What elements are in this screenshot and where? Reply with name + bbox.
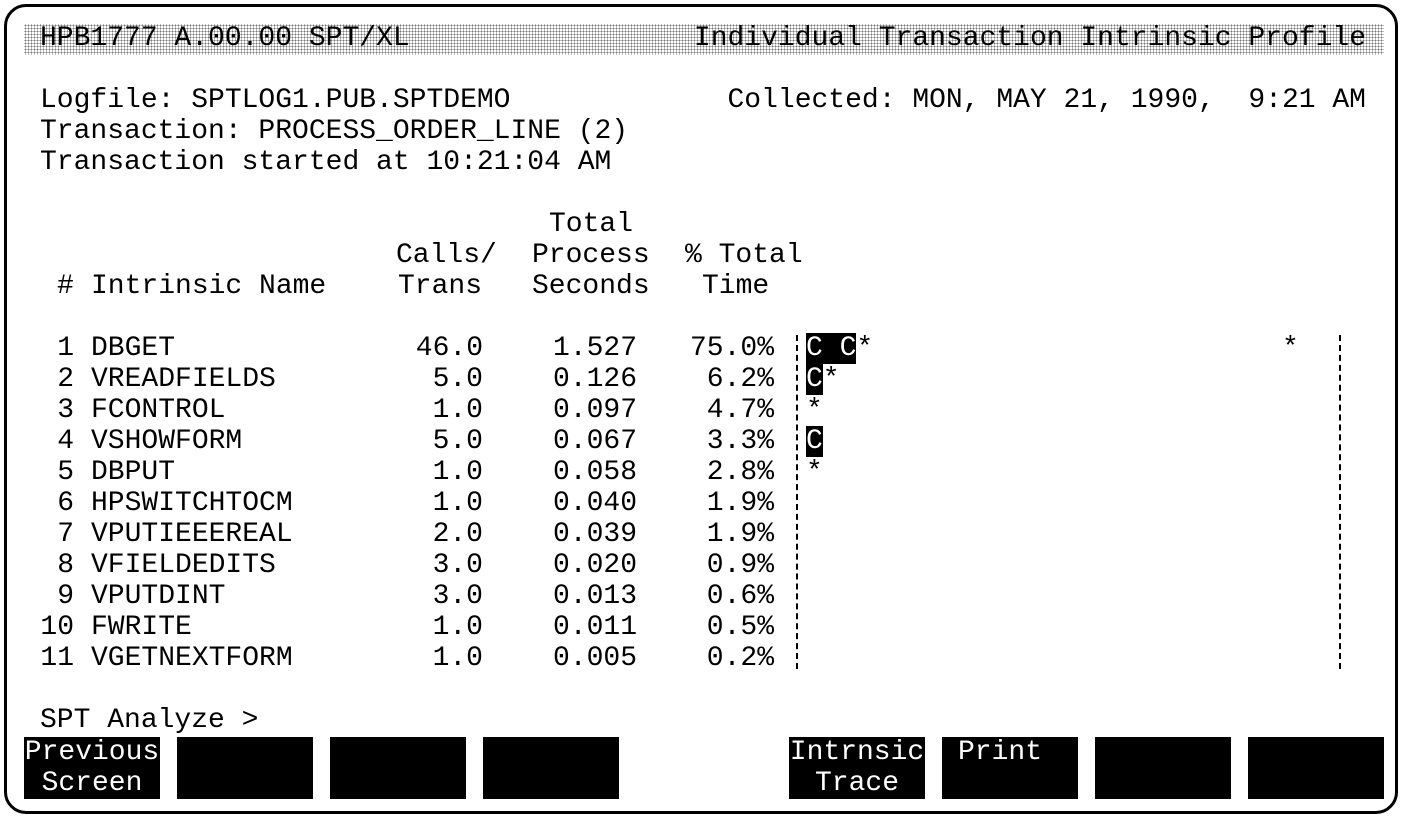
- graph-bar: C C: [806, 333, 857, 364]
- percent-time: 2.8%: [706, 457, 774, 488]
- calls-per-trans: 3.0: [432, 550, 483, 581]
- row-number: 5: [57, 457, 74, 488]
- calls-per-trans: 5.0: [432, 426, 483, 457]
- softkey[interactable]: [330, 737, 466, 799]
- graph-axis: [1339, 335, 1341, 669]
- softkey-label: Intrnsic: [789, 737, 925, 768]
- process-seconds: 0.067: [552, 426, 637, 457]
- col-header: Total: [549, 209, 634, 240]
- system-id: HPB1777 A.00.00 SPT/XL: [40, 23, 410, 54]
- percent-time: 0.6%: [706, 581, 774, 612]
- intrinsic-name: DBGET: [91, 333, 176, 364]
- process-seconds: 0.097: [552, 395, 637, 426]
- percent-time: 0.2%: [706, 643, 774, 674]
- row-number: 4: [57, 426, 74, 457]
- row-number: 7: [57, 519, 74, 550]
- softkey-label: Print: [958, 737, 1043, 768]
- process-seconds: 0.040: [552, 488, 637, 519]
- row-number: 9: [57, 581, 74, 612]
- graph-axis: [796, 335, 798, 669]
- calls-per-trans: 46.0: [415, 333, 483, 364]
- softkey[interactable]: [177, 737, 313, 799]
- process-seconds: 0.058: [552, 457, 637, 488]
- percent-time: 75.0%: [689, 333, 774, 364]
- screen-title: Individual Transaction Intrinsic Profile: [693, 23, 1366, 54]
- process-seconds: 0.039: [552, 519, 637, 550]
- percent-time: 3.3%: [706, 426, 774, 457]
- calls-per-trans: 1.0: [432, 457, 483, 488]
- percent-time: 0.9%: [706, 550, 774, 581]
- softkey-label: Screen: [41, 768, 143, 799]
- col-header: #: [57, 271, 74, 302]
- calls-per-trans: 1.0: [432, 488, 483, 519]
- percent-time: 0.5%: [706, 612, 774, 643]
- calls-per-trans: 1.0: [432, 395, 483, 426]
- col-header: Trans: [398, 271, 483, 302]
- calls-per-trans: 1.0: [432, 643, 483, 674]
- row-number: 10: [40, 612, 74, 643]
- calls-per-trans: 5.0: [432, 364, 483, 395]
- intrinsic-name: VFIELDEDITS: [91, 550, 276, 581]
- calls-per-trans: 2.0: [432, 519, 483, 550]
- process-seconds: 0.013: [552, 581, 637, 612]
- intrinsic-name: VGETNEXTFORM: [91, 643, 293, 674]
- process-seconds: 0.020: [552, 550, 637, 581]
- softkey[interactable]: Intrnsic Trace: [789, 737, 925, 799]
- intrinsic-name: DBPUT: [91, 457, 176, 488]
- intrinsic-name: FWRITE: [91, 612, 192, 643]
- row-number: 2: [57, 364, 74, 395]
- col-header: Seconds: [532, 271, 650, 302]
- softkey-label: Trace: [814, 768, 899, 799]
- process-seconds: 0.005: [552, 643, 637, 674]
- percent-time: 1.9%: [706, 488, 774, 519]
- process-seconds: 0.126: [552, 364, 637, 395]
- graph-marker: *: [806, 395, 823, 426]
- screen-frame: [4, 4, 1398, 814]
- graph-bar: C: [806, 364, 823, 395]
- graph-marker: *: [856, 333, 874, 364]
- logfile: Logfile: SPTLOG1.PUB.SPTDEMO: [40, 85, 511, 116]
- softkey[interactable]: Print: [942, 737, 1078, 799]
- col-header: Time: [702, 271, 770, 302]
- col-header: % Total: [685, 240, 803, 271]
- header-bar: [24, 24, 1384, 55]
- graph-marker: *: [806, 457, 823, 488]
- row-number: 11: [40, 643, 74, 674]
- percent-time: 1.9%: [706, 519, 774, 550]
- intrinsic-name: VREADFIELDS: [91, 364, 276, 395]
- started: Transaction started at 10:21:04 AM: [40, 147, 612, 178]
- intrinsic-name: VPUTIEEEREAL: [91, 519, 293, 550]
- row-number: 8: [57, 550, 74, 581]
- row-number: 1: [57, 333, 74, 364]
- percent-time: 6.2%: [706, 364, 774, 395]
- collected: Collected: MON, MAY 21, 1990, 9:21 AM: [727, 85, 1366, 116]
- softkey[interactable]: [1248, 737, 1384, 799]
- intrinsic-name: FCONTROL: [91, 395, 226, 426]
- graph-marker: *: [1282, 333, 1299, 364]
- intrinsic-name: VSHOWFORM: [91, 426, 243, 457]
- col-header: Intrinsic Name: [91, 271, 327, 302]
- col-header: Process: [532, 240, 650, 271]
- percent-time: 4.7%: [706, 395, 774, 426]
- intrinsic-name: VPUTDINT: [91, 581, 226, 612]
- graph-marker: *: [822, 364, 840, 395]
- intrinsic-name: HPSWITCHTOCM: [91, 488, 293, 519]
- graph-bar: C: [806, 426, 823, 457]
- col-header: Calls/: [396, 240, 497, 271]
- transaction: Transaction: PROCESS_ORDER_LINE (2): [40, 116, 629, 147]
- row-number: 6: [57, 488, 74, 519]
- softkey[interactable]: Previous Screen: [24, 737, 160, 799]
- prompt: SPT Analyze >: [40, 705, 259, 736]
- row-number: 3: [57, 395, 74, 426]
- softkey[interactable]: [483, 737, 619, 799]
- softkey-label: Previous: [24, 737, 160, 768]
- calls-per-trans: 3.0: [432, 581, 483, 612]
- process-seconds: 0.011: [552, 612, 637, 643]
- process-seconds: 1.527: [552, 333, 637, 364]
- calls-per-trans: 1.0: [432, 612, 483, 643]
- softkey[interactable]: [1095, 737, 1231, 799]
